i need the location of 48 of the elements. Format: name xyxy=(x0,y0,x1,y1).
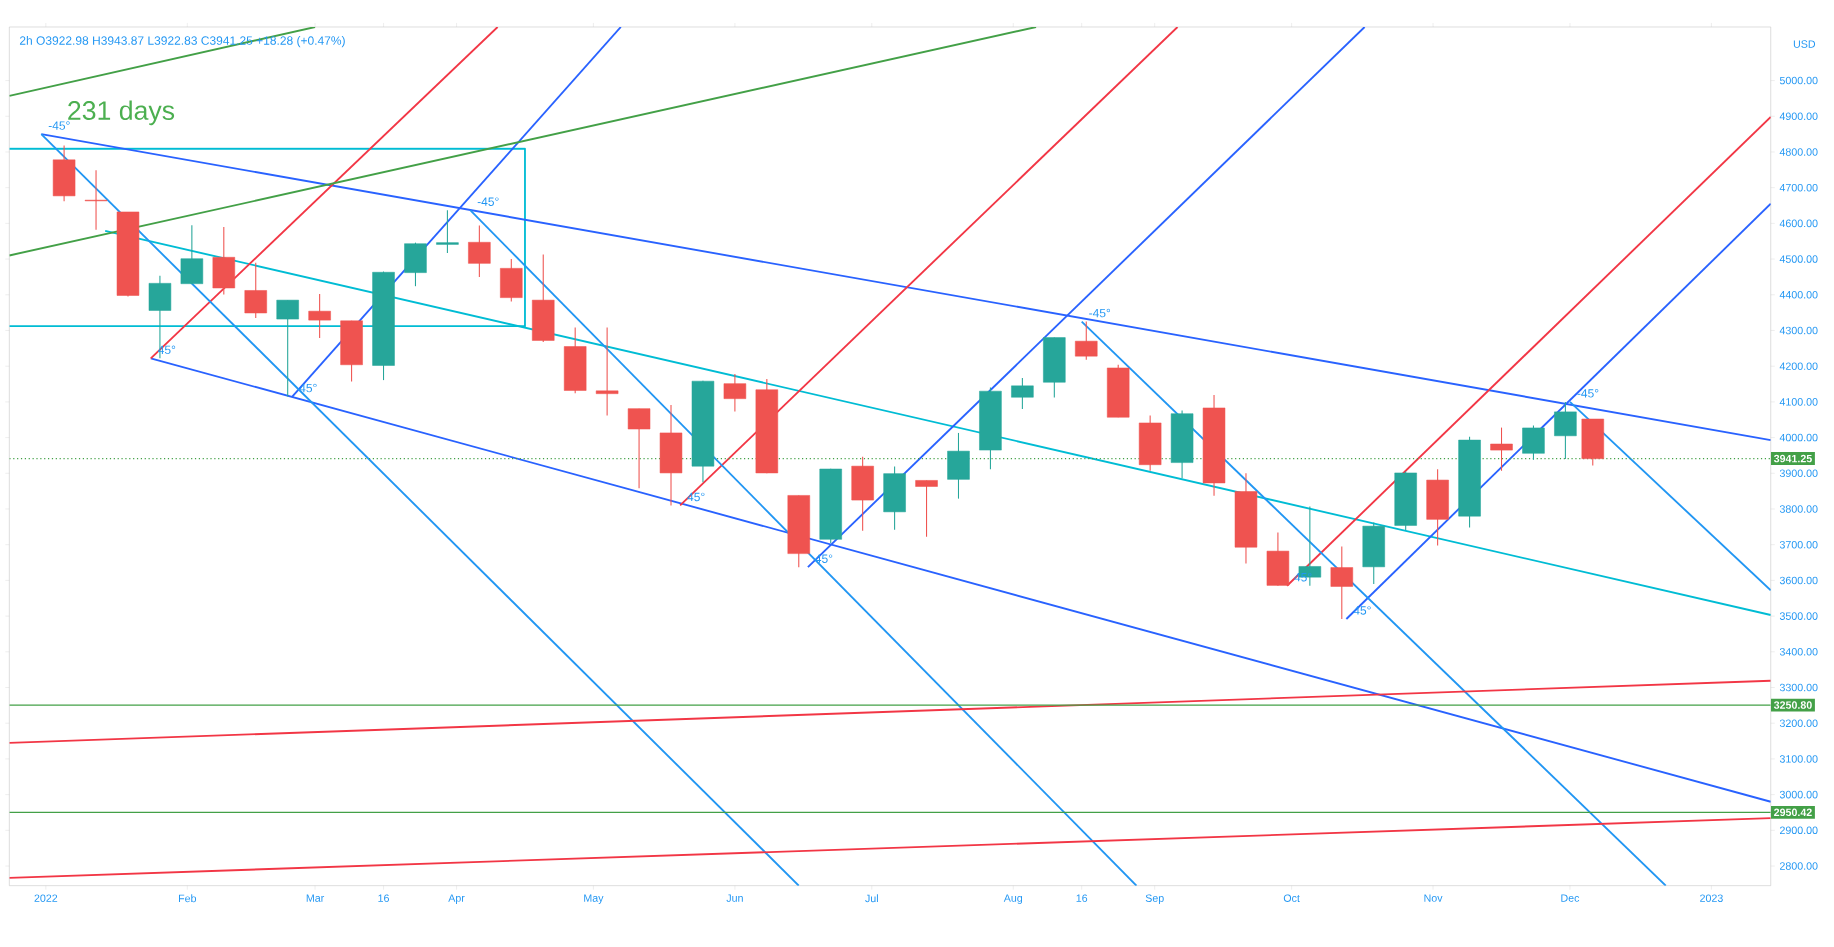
x-tick-label: 16 xyxy=(378,894,389,902)
text: 2h O3922.98 H3943.87 L3922.83 C3941.25 +18.28 (+0.47%) xyxy=(19,36,345,48)
x-tick-label: Aug xyxy=(1003,894,1023,904)
y-tick-label: 3300.00 xyxy=(1779,683,1818,692)
ref-line-label: 3250.80 xyxy=(1773,701,1812,709)
x-tick-label: 2023 xyxy=(1700,894,1723,902)
y-tick-label: 3000.00 xyxy=(1779,790,1818,799)
y-tick-label: 4800.00 xyxy=(1779,148,1818,156)
annotation: 45° xyxy=(687,492,705,502)
y-tick-label: 2900.00 xyxy=(1780,826,1818,835)
x-tick-label: Mar xyxy=(306,894,325,902)
annotation: -45° xyxy=(1577,389,1599,398)
y-tick-label: 3700.00 xyxy=(1779,540,1818,549)
ref-line-label: 2950.42 xyxy=(1774,808,1812,817)
y-axis-title: USD xyxy=(1793,40,1816,48)
y-tick-label: 3900.00 xyxy=(1779,469,1818,478)
x-tick-label: Apr xyxy=(448,894,465,904)
y-tick-label: 4200.00 xyxy=(1779,362,1818,370)
x-tick-label: Oct xyxy=(1283,894,1300,902)
y-tick-label: 4300.00 xyxy=(1779,326,1818,335)
y-tick-label: 2800.00 xyxy=(1780,862,1818,870)
x-tick-label: Jul xyxy=(865,894,878,903)
y-tick-label: 3100.00 xyxy=(1779,755,1818,763)
y-tick-label: 4100.00 xyxy=(1779,398,1818,406)
annotation: -45° xyxy=(1089,308,1111,318)
y-tick-label: 4600.00 xyxy=(1779,219,1818,228)
y-tick-label: 4700.00 xyxy=(1779,183,1818,192)
y-tick-label: 3500.00 xyxy=(1779,612,1818,620)
y-tick-label: 4000.00 xyxy=(1779,433,1818,442)
annotation: -45° xyxy=(48,121,70,130)
annotation: -45° xyxy=(477,197,499,206)
x-tick-label: Dec xyxy=(1561,894,1580,902)
x-tick-label: Sep xyxy=(1145,894,1164,905)
x-tick-label: Feb xyxy=(178,894,197,903)
y-tick-label: 3400.00 xyxy=(1779,648,1818,656)
x-tick-label: Jun xyxy=(726,894,743,902)
y-tick-label: 4500.00 xyxy=(1779,255,1818,263)
x-tick-label: 16 xyxy=(1076,894,1088,902)
y-tick-label: 4900.00 xyxy=(1779,112,1818,121)
y-tick-label: 3200.00 xyxy=(1779,719,1818,727)
ref-line-label: 3941.25 xyxy=(1773,454,1812,463)
y-tick-label: 4400.00 xyxy=(1779,291,1818,299)
x-tick-label: 2022 xyxy=(34,894,58,902)
y-tick-label: 3600.00 xyxy=(1779,576,1818,585)
x-tick-label: May xyxy=(584,894,604,904)
x-tick-label: Nov xyxy=(1424,894,1443,902)
y-tick-label: 3800.00 xyxy=(1779,505,1818,513)
y-tick-label: 5000.00 xyxy=(1779,76,1818,85)
